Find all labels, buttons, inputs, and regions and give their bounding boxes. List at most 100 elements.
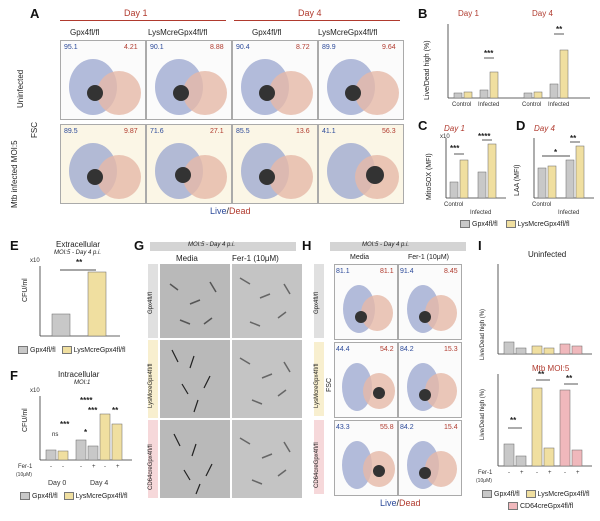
- panel-a-day4: Day 4: [298, 8, 322, 18]
- h-live: Live: [380, 498, 397, 508]
- a-1-2-dead: 8.88: [210, 44, 224, 51]
- a-2-4-dead: 56.3: [382, 128, 396, 135]
- flow-gates: [407, 285, 457, 333]
- panel-a-col3: Gpx4fl/fl: [252, 28, 282, 37]
- a-2-4-live: 41.1: [322, 128, 336, 135]
- e-bar: [87, 271, 107, 337]
- micrograph-g-1-2: [232, 264, 302, 338]
- a-2-2-dead: 27.1: [210, 128, 224, 135]
- micro-pattern: [239, 437, 291, 485]
- panel-e-legend: Gpx4fl/fl LysMcreGpx4fl/fl: [18, 346, 126, 354]
- panel-a-col2: LysMcreGpx4fl/fl: [148, 28, 208, 37]
- panel-e-scale: x10: [30, 258, 40, 264]
- a-1-1-dead: 4.21: [124, 44, 138, 51]
- i-bot-bar: [571, 449, 583, 467]
- a-1-4-dead: 9.64: [382, 44, 396, 51]
- panel-i-ylabel-top: Live/Dead high (%): [480, 308, 486, 360]
- h-1-1-dead: 81.1: [380, 268, 394, 275]
- h-2-2-dead: 15.3: [444, 346, 458, 353]
- flow-plot-a-2-4: [318, 124, 404, 204]
- panel-h-col-media: Media: [350, 254, 370, 261]
- panel-h-row-1: Gpx4fl/fl: [314, 291, 320, 314]
- f-sig-6: **: [112, 406, 119, 415]
- a-1-3-dead: 8.72: [296, 44, 310, 51]
- d-bar: [547, 165, 557, 199]
- c-bar: [487, 143, 497, 199]
- panel-label-a: A: [30, 6, 40, 21]
- panel-f-legend: Gpx4fl/fl LysMcreGpx4fl/fl: [20, 492, 128, 500]
- i-sign-6: +: [576, 470, 580, 476]
- a-sep: /: [226, 206, 230, 216]
- i-bot-bar: [503, 443, 515, 467]
- legend-swatch-grey: [20, 492, 30, 500]
- legend-swatch-yellow: [63, 492, 74, 500]
- panel-g-header-bar: [150, 242, 296, 251]
- flow-plot-a-2-3: [232, 124, 318, 204]
- b-x3: Control: [522, 102, 542, 108]
- e-legend-lysm: LysMcreGpx4fl/fl: [73, 346, 126, 354]
- panel-a-fsc: FSC: [30, 122, 39, 138]
- e-legend-gpx4: Gpx4fl/fl: [30, 346, 56, 354]
- c-x2: Infected: [470, 210, 492, 216]
- flow-gates: [407, 441, 457, 489]
- panel-f-chart: [39, 396, 132, 461]
- i-sign-2: +: [520, 470, 524, 476]
- flow-plot-h-3-2: [398, 420, 462, 496]
- i-bot-bar: [531, 387, 543, 467]
- panel-h-header: MOI:5 - Day 4 p.i.: [362, 242, 410, 248]
- panel-a-col4: LysMcreGpx4fl/fl: [318, 28, 378, 37]
- flow-plot-h-2-2: [398, 342, 462, 418]
- panel-label-b: B: [418, 6, 428, 21]
- h-2-1-live: 44.4: [336, 346, 350, 353]
- f-bar: [111, 423, 123, 461]
- panel-i-ylabel-bottom: Live/Dead high (%): [480, 388, 486, 440]
- panel-a-day1-line: [60, 20, 226, 21]
- f-sign-5: -: [104, 464, 106, 470]
- b-x1: Control: [452, 102, 472, 108]
- i-fer-unit: (10μM): [476, 478, 492, 484]
- panel-i-chart-bottom: [497, 374, 592, 467]
- flow-gates: [241, 143, 313, 199]
- micrograph-g-2-1: [160, 340, 230, 418]
- a-2-1-dead: 9.87: [124, 128, 138, 135]
- panel-h-rowbar-3: [314, 420, 324, 494]
- b-bar: [549, 83, 559, 99]
- a-1-4-live: 89.9: [322, 44, 336, 51]
- panel-h-fsc: FSC: [326, 378, 333, 392]
- panel-c-ylabel: MitoSOX (MFI): [426, 153, 433, 200]
- panel-i-title-top: Uninfected: [528, 250, 567, 259]
- panel-i-chart-top: [497, 264, 592, 355]
- flow-plot-a-2-2: [146, 124, 232, 204]
- i-bot-bar: [515, 455, 527, 467]
- micrograph-g-3-2: [232, 420, 302, 498]
- legend-swatch-yellow: [525, 490, 536, 498]
- b-bar: [523, 92, 533, 99]
- panel-h-rowbar-2: [314, 342, 324, 416]
- panel-g-header: MOI:5 - Day 4 p.i.: [188, 242, 236, 248]
- panel-b-ylabel: Live/Dead high (%): [424, 40, 431, 100]
- b-bar: [479, 89, 489, 99]
- i-top-bar: [515, 347, 527, 355]
- i-legend-gpx4: Gpx4fl/fl: [494, 490, 520, 498]
- a-dead: Dead: [229, 206, 251, 216]
- i-sign-3: -: [536, 470, 538, 476]
- panel-f-title: Intracellular: [58, 370, 100, 379]
- panel-e-chart: [39, 266, 120, 337]
- panel-label-c: C: [418, 118, 428, 133]
- b-bar: [463, 91, 473, 99]
- e-sig: **: [76, 258, 83, 267]
- f-legend-lysm: LysMcreGpx4fl/fl: [75, 492, 128, 500]
- panel-g-row-3: CD64creGpx4fl/fl: [148, 444, 154, 490]
- panel-g-col-media: Media: [176, 254, 198, 263]
- d-bar: [565, 159, 575, 199]
- a-2-1-live: 89.5: [64, 128, 78, 135]
- f-bar: [45, 449, 57, 461]
- panel-h-col-fer: Fer-1 (10μM): [408, 254, 449, 261]
- f-sign-6: +: [116, 464, 120, 470]
- panel-e-title: Extracellular: [56, 240, 101, 249]
- h-sep: /: [396, 498, 400, 508]
- a-2-3-dead: 13.6: [296, 128, 310, 135]
- f-bar: [57, 450, 69, 461]
- panel-label-h: H: [302, 238, 312, 253]
- panel-g-row-1: Gpx4fl/fl: [148, 291, 154, 314]
